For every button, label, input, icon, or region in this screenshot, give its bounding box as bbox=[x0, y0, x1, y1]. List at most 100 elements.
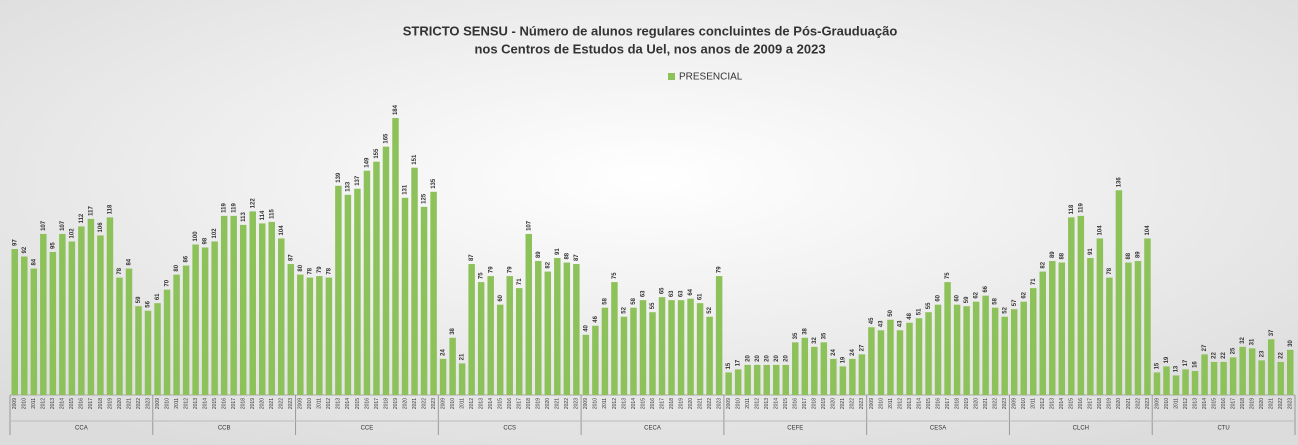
x-tick-label: 2010 bbox=[1021, 398, 1027, 409]
bar bbox=[582, 334, 590, 395]
x-tick-label: 2023 bbox=[288, 398, 294, 409]
data-label: 59 bbox=[136, 296, 142, 303]
bar bbox=[1020, 301, 1027, 395]
bar bbox=[11, 248, 18, 395]
x-tick-label: 2009 bbox=[298, 398, 304, 409]
chart-subtitle: nos Centros de Estudos da Uel, nos anos … bbox=[474, 41, 825, 56]
x-tick-label: 2017 bbox=[945, 398, 951, 409]
x-tick-label: 2022 bbox=[136, 398, 142, 409]
data-label: 43 bbox=[898, 320, 904, 327]
data-label: 71 bbox=[1031, 278, 1037, 285]
x-tick-label: 2010 bbox=[593, 398, 599, 409]
data-label: 95 bbox=[50, 242, 56, 249]
data-label: 17 bbox=[736, 359, 742, 366]
data-label: 117 bbox=[88, 206, 94, 216]
x-tick-label: 2009 bbox=[12, 398, 18, 409]
data-label: 50 bbox=[888, 309, 894, 316]
x-tick-label: 2020 bbox=[260, 398, 266, 409]
x-tick-label: 2020 bbox=[117, 398, 123, 409]
x-tick-label: 2016 bbox=[1078, 398, 1084, 409]
x-tick-label: 2018 bbox=[669, 398, 675, 409]
x-tick-label: 2022 bbox=[850, 398, 856, 409]
bar bbox=[706, 316, 713, 395]
bar bbox=[601, 307, 609, 395]
bar bbox=[201, 247, 209, 395]
x-tick-label: 2009 bbox=[583, 398, 589, 409]
bar bbox=[696, 303, 704, 395]
x-tick-label: 2010 bbox=[878, 398, 884, 409]
data-label: 114 bbox=[260, 210, 266, 220]
data-label: 63 bbox=[641, 290, 647, 297]
data-label: 37 bbox=[1269, 329, 1275, 336]
bar bbox=[116, 277, 123, 395]
bar bbox=[1248, 348, 1256, 395]
bar bbox=[40, 233, 47, 395]
data-label: 79 bbox=[717, 266, 723, 273]
bar bbox=[801, 337, 809, 395]
data-label: 27 bbox=[859, 344, 865, 351]
data-label: 20 bbox=[755, 355, 761, 362]
bar bbox=[249, 211, 256, 395]
bar bbox=[1087, 258, 1094, 395]
data-label: 165 bbox=[384, 133, 390, 144]
data-label: 51 bbox=[917, 308, 923, 315]
bar bbox=[858, 354, 866, 395]
bar bbox=[830, 358, 837, 395]
x-tick-label: 2021 bbox=[555, 398, 561, 409]
group-label: CESA bbox=[930, 426, 946, 432]
x-tick-label: 2012 bbox=[41, 398, 47, 409]
bar bbox=[677, 300, 685, 395]
bar bbox=[268, 221, 275, 395]
data-label: 102 bbox=[69, 228, 75, 239]
x-tick-label: 2019 bbox=[678, 398, 684, 409]
bar bbox=[1258, 360, 1265, 395]
x-tick-label: 2015 bbox=[640, 398, 646, 409]
x-tick-label: 2022 bbox=[1278, 398, 1284, 409]
group-label: CCS bbox=[503, 426, 516, 432]
x-tick-label: 2010 bbox=[22, 398, 28, 409]
data-label: 62 bbox=[1021, 291, 1027, 298]
data-label: 59 bbox=[964, 296, 970, 303]
x-tick-label: 2021 bbox=[412, 398, 418, 409]
data-label: 20 bbox=[783, 355, 789, 362]
bar bbox=[1058, 262, 1066, 395]
bar bbox=[991, 307, 999, 395]
bar bbox=[544, 271, 552, 395]
x-tick-label: 2015 bbox=[783, 398, 789, 409]
bar bbox=[1201, 354, 1208, 395]
group-label: CCB bbox=[218, 426, 231, 432]
bar bbox=[963, 306, 970, 395]
x-tick-label: 2017 bbox=[659, 398, 665, 409]
data-label: 38 bbox=[450, 327, 456, 334]
data-label: 55 bbox=[650, 302, 656, 309]
data-label: 184 bbox=[393, 104, 399, 115]
bar bbox=[620, 316, 628, 395]
bar bbox=[1191, 370, 1199, 395]
data-label: 45 bbox=[869, 317, 875, 324]
bar bbox=[344, 194, 352, 395]
group-label: CLCH bbox=[1073, 426, 1089, 432]
x-tick-label: 2021 bbox=[840, 398, 846, 409]
x-tick-label: 2023 bbox=[431, 398, 437, 409]
x-tick-label: 2023 bbox=[1145, 398, 1151, 409]
data-label: 75 bbox=[612, 272, 618, 279]
bar bbox=[125, 268, 133, 395]
data-label: 63 bbox=[679, 290, 685, 297]
legend-label: PRESENCIAL bbox=[679, 72, 743, 83]
bar bbox=[573, 264, 580, 395]
bar bbox=[449, 337, 456, 395]
bar bbox=[211, 241, 218, 395]
data-label: 20 bbox=[764, 355, 770, 362]
bar bbox=[1068, 217, 1075, 395]
x-tick-label: 2021 bbox=[983, 398, 989, 409]
x-tick-label: 2014 bbox=[202, 398, 208, 409]
x-tick-label: 2013 bbox=[1192, 398, 1198, 409]
bar bbox=[1125, 262, 1132, 395]
bar bbox=[1115, 190, 1123, 395]
x-tick-label: 2010 bbox=[307, 398, 313, 409]
x-tick-label: 2016 bbox=[935, 398, 941, 409]
bar bbox=[78, 226, 85, 395]
data-label: 35 bbox=[821, 332, 827, 339]
bar bbox=[649, 312, 656, 395]
data-label: 135 bbox=[431, 178, 437, 189]
